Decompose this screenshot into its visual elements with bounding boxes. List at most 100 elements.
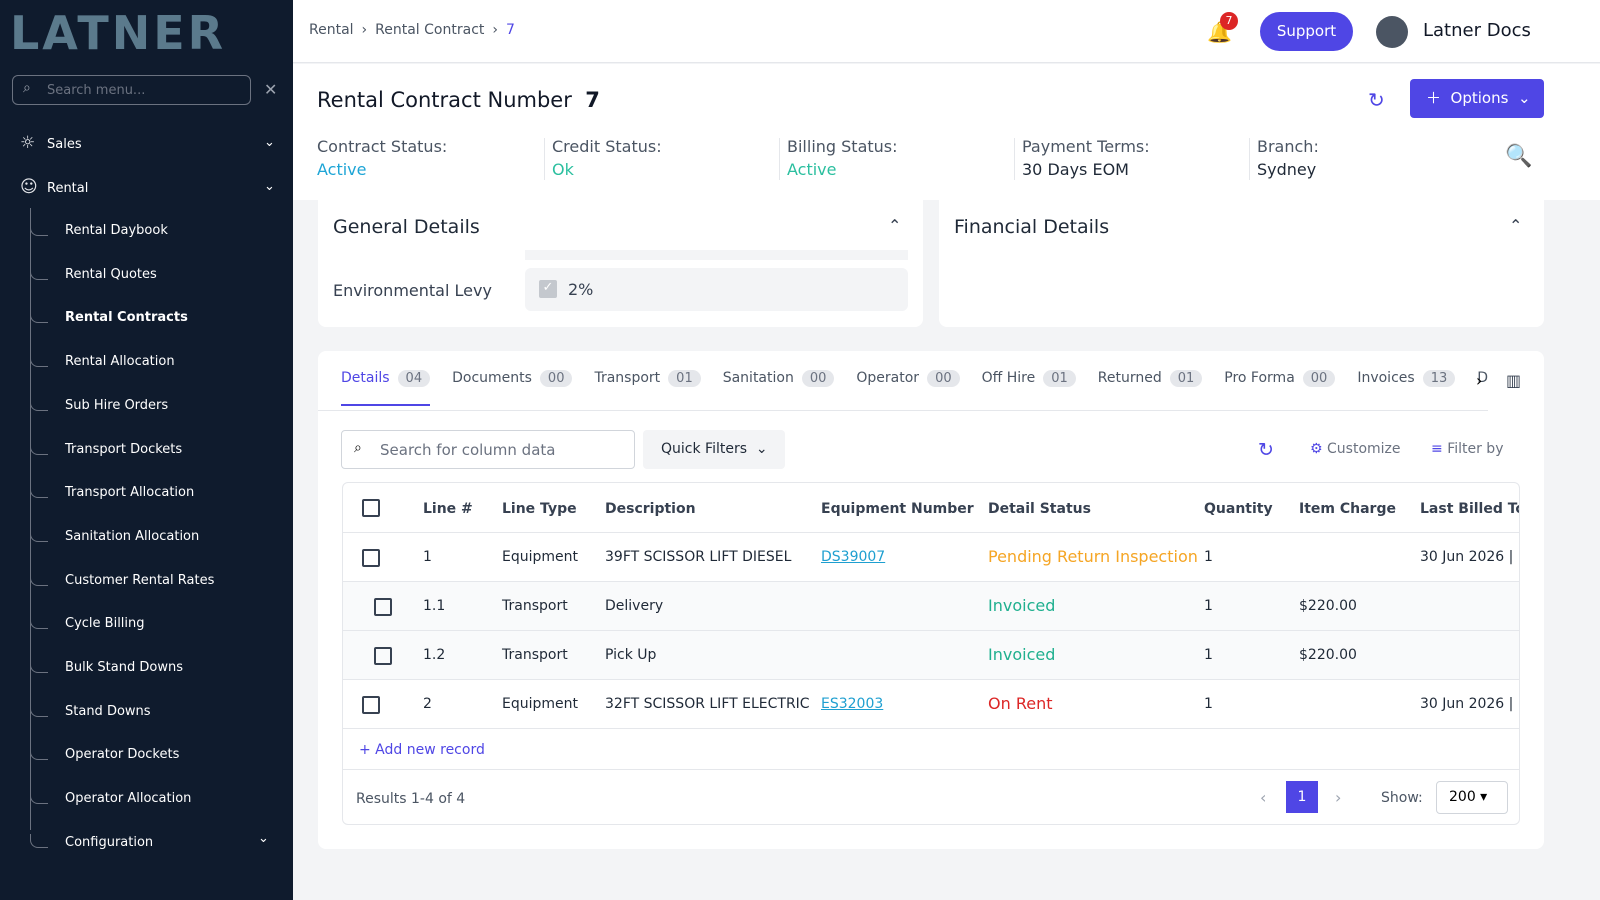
status-value: Sydney: [1257, 160, 1317, 179]
checkbox[interactable]: [374, 647, 392, 665]
submenu-item[interactable]: Operator Dockets: [65, 747, 180, 763]
submenu-item[interactable]: Customer Rental Rates: [65, 572, 215, 588]
tab-name: Depo: [1477, 370, 1488, 386]
submenu-item[interactable]: Cycle Billing: [65, 616, 145, 632]
tab[interactable]: Sanitation 00: [723, 370, 835, 406]
checkbox[interactable]: [362, 696, 380, 714]
prev[interactable]: ‹: [1260, 788, 1267, 807]
line-no: 1.1: [423, 598, 446, 614]
search-icon: ⌕: [23, 80, 31, 96]
divider: [1249, 138, 1250, 180]
crumb[interactable]: Rental Contract: [375, 22, 485, 38]
contract-header: Rental Contract Number 7 ↻ ＋ Options ⌄ C…: [293, 64, 1600, 200]
column-header: Quantity: [1204, 501, 1273, 517]
contract-number: 7: [585, 88, 600, 112]
status-label: Contract Status:: [317, 137, 448, 156]
checkbox[interactable]: [374, 598, 392, 616]
menu-item[interactable]: Rental: [47, 181, 89, 196]
tree-branch: [30, 440, 48, 455]
submenu-item[interactable]: Rental Contracts: [65, 310, 188, 326]
column-search[interactable]: ⌕ Search for column data: [341, 430, 635, 469]
tab[interactable]: Pro Forma 00: [1224, 370, 1336, 406]
tree-branch: [30, 265, 48, 280]
add-record[interactable]: + Add new record: [359, 742, 485, 758]
equipment-number[interactable]: ES32003: [821, 696, 884, 712]
tab[interactable]: Operator 00: [856, 370, 960, 406]
column-header: Line #: [423, 501, 473, 517]
submenu-item[interactable]: Stand Downs: [65, 703, 151, 719]
submenu-item[interactable]: Transport Dockets: [65, 441, 183, 457]
tab-next[interactable]: ›: [1476, 371, 1483, 390]
filter-by[interactable]: ≡ Filter by: [1431, 441, 1504, 457]
crumb[interactable]: 7: [505, 22, 515, 38]
tab[interactable]: Returned 01: [1098, 370, 1203, 406]
submenu-item[interactable]: Rental Quotes: [65, 266, 157, 282]
options-label: Options: [1450, 89, 1509, 107]
tab-name: Transport: [594, 370, 661, 386]
checkbox[interactable]: [362, 499, 380, 517]
line-type: Transport: [502, 598, 568, 614]
tab[interactable]: Invoices 13: [1357, 370, 1456, 406]
submenu-item[interactable]: Sub Hire Orders: [65, 397, 169, 413]
tab-name: Operator: [856, 370, 920, 386]
menu-search[interactable]: Search menu... ⌕: [12, 75, 251, 105]
refresh[interactable]: ↻: [1368, 88, 1385, 112]
line-no: 2: [423, 696, 432, 712]
zoom-icon[interactable]: 🔍: [1505, 144, 1533, 169]
placeholder: Search menu...: [47, 83, 146, 98]
checkbox[interactable]: [362, 549, 380, 567]
avatar: [1376, 16, 1408, 48]
submenu-item[interactable]: Configuration: [65, 834, 154, 850]
submenu-item[interactable]: Rental Daybook: [65, 223, 168, 238]
tab-count: 01: [668, 370, 701, 387]
column-header: Description: [605, 501, 696, 517]
badge: 7: [1220, 12, 1238, 30]
column-header: Detail Status: [988, 501, 1091, 517]
divider: [779, 138, 780, 180]
tab[interactable]: Documents 00: [452, 370, 573, 406]
submenu-item[interactable]: Transport Allocation: [65, 485, 195, 501]
support-button[interactable]: Support: [1260, 12, 1353, 51]
page[interactable]: 1: [1286, 781, 1318, 813]
collapse[interactable]: ⌃: [888, 216, 902, 235]
collapse[interactable]: ⌃: [1509, 216, 1523, 235]
submenu-item[interactable]: Sanitation Allocation: [65, 528, 200, 544]
columns-icon[interactable]: ▥: [1506, 371, 1522, 390]
status-value: Active: [317, 160, 367, 179]
next[interactable]: ›: [1335, 788, 1342, 807]
results: Results 1-4 of 4: [356, 791, 466, 807]
tab[interactable]: Off Hire 01: [982, 370, 1076, 406]
tab-name: Invoices: [1357, 370, 1415, 386]
refresh[interactable]: ↻: [1258, 439, 1274, 461]
tab[interactable]: Details 04: [341, 370, 431, 406]
divider: [1014, 138, 1015, 180]
chevron: ⌄: [264, 135, 275, 150]
column-header: Last Billed To D: [1420, 501, 1519, 517]
card-title: General Details: [333, 216, 480, 238]
quick-filters[interactable]: Quick Filters ⌄: [643, 430, 785, 469]
crumb[interactable]: Rental: [309, 22, 354, 38]
tab-name: Details: [341, 370, 390, 386]
menu-item[interactable]: Sales: [47, 137, 82, 152]
customize[interactable]: ⚙ Customize: [1310, 441, 1401, 457]
description: Delivery: [605, 598, 664, 614]
submenu-item[interactable]: Rental Allocation: [65, 354, 175, 370]
description: 39FT SCISSOR LIFT DIESEL: [605, 549, 792, 565]
tab[interactable]: Depo: [1477, 370, 1488, 406]
page-size[interactable]: 200 ▾: [1436, 781, 1508, 814]
chevron: ⌄: [258, 831, 269, 846]
detail-status: Pending Return Inspection: [988, 547, 1198, 566]
user-name[interactable]: Latner Docs: [1423, 20, 1531, 41]
tab[interactable]: Transport 01: [594, 370, 701, 406]
submenu-item[interactable]: Bulk Stand Downs: [65, 660, 183, 675]
lines-card: Details 04 Documents 00 Transport 01 Sanitatio…: [318, 351, 1544, 849]
chevron: ⌄: [264, 179, 275, 194]
submenu-item[interactable]: Operator Allocation: [65, 791, 192, 807]
collapse-icon[interactable]: ✕: [264, 80, 278, 99]
tree-branch: [30, 353, 48, 368]
column-header: Equipment Number: [821, 501, 974, 517]
options-button[interactable]: ＋ Options ⌄: [1410, 79, 1544, 118]
last-billed: 30 Jun 2026 | 10: [1420, 549, 1519, 565]
tab-name: Returned: [1097, 370, 1162, 386]
equipment-number[interactable]: DS39007: [821, 549, 886, 565]
